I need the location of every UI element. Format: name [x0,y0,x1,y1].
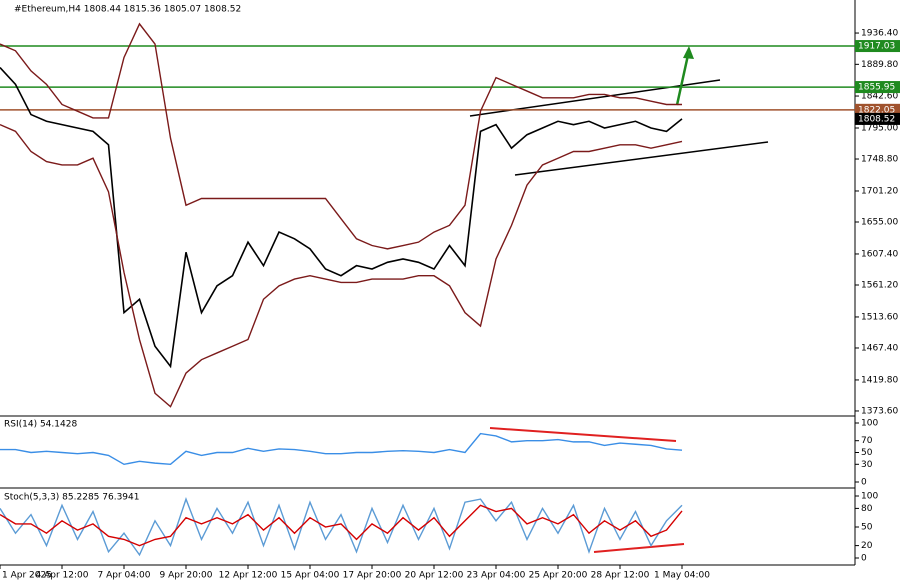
y-tick-label: 1889.80 [861,60,898,70]
x-tick-label: 28 Apr 12:00 [591,571,650,581]
series-line [0,123,683,408]
arrow [675,54,690,106]
y-tick-label: 70 [861,436,873,446]
y-tick-label: 1655.00 [861,218,898,228]
y-tick-label: 1701.20 [861,186,898,196]
x-tick-label: 12 Apr 12:00 [219,571,278,581]
x-tick-label: 1 May 04:00 [654,571,710,581]
y-tick-label: 80 [861,504,873,514]
divergence-line [593,543,685,553]
y-tick-label: 50 [861,448,873,458]
x-tick-label: 15 Apr 04:00 [281,571,340,581]
x-tick-label: 17 Apr 20:00 [343,571,402,581]
x-tick-label: 4 Apr 12:00 [36,571,89,581]
level-label: 1822.05 [858,105,895,115]
y-tick-label: 0 [861,554,867,564]
y-tick-label: 1373.60 [861,406,898,416]
panel-title: RSI(14) 54.1428 [4,420,77,430]
y-tick-label: 1467.40 [861,343,898,353]
y-tick-label: 1795.00 [861,123,898,133]
series-line [0,432,683,466]
x-tick-label: 7 Apr 04:00 [98,571,151,581]
y-tick-label: 1936.40 [861,29,898,39]
price-label: 1808.52 [858,114,895,124]
y-tick-label: 1561.20 [861,280,898,290]
series-line [0,504,683,547]
trend-line [514,141,769,176]
x-tick-label: 23 Apr 04:00 [467,571,526,581]
y-tick-label: 1748.80 [861,155,898,165]
x-tick-label: 25 Apr 20:00 [529,571,588,581]
level-tag [855,40,900,53]
x-tick-label: 9 Apr 20:00 [160,571,213,581]
level-tag [855,81,900,94]
x-tick-label: 20 Apr 12:00 [405,571,464,581]
panel-title: Stoch(5,3,3) 85.2285 76.3941 [4,493,139,503]
y-tick-label: 30 [861,460,873,470]
level-label: 1917.03 [858,42,895,52]
y-tick-label: 1513.60 [861,312,898,322]
y-tick-label: 100 [861,419,878,429]
series-line [0,497,683,557]
y-tick-label: 20 [861,541,873,551]
series-line [0,67,683,369]
y-tick-label: 50 [861,523,873,533]
level-label: 1855.95 [858,83,895,93]
y-tick-label: 0 [861,478,867,488]
y-tick-label: 1842.60 [861,92,898,102]
price-tag [855,112,900,125]
y-tick-label: 1607.40 [861,249,898,259]
divergence-line [489,427,677,442]
chart-title: #Ethereum,H4 1808.44 1815.36 1805.07 180… [14,5,241,15]
series-line [0,22,682,250]
level-tag [855,103,900,116]
x-tick-label: 1 Apr 2025 [2,571,52,581]
arrow-head [683,46,694,59]
y-tick-label: 1419.80 [861,375,898,385]
y-tick-label: 100 [861,492,878,502]
